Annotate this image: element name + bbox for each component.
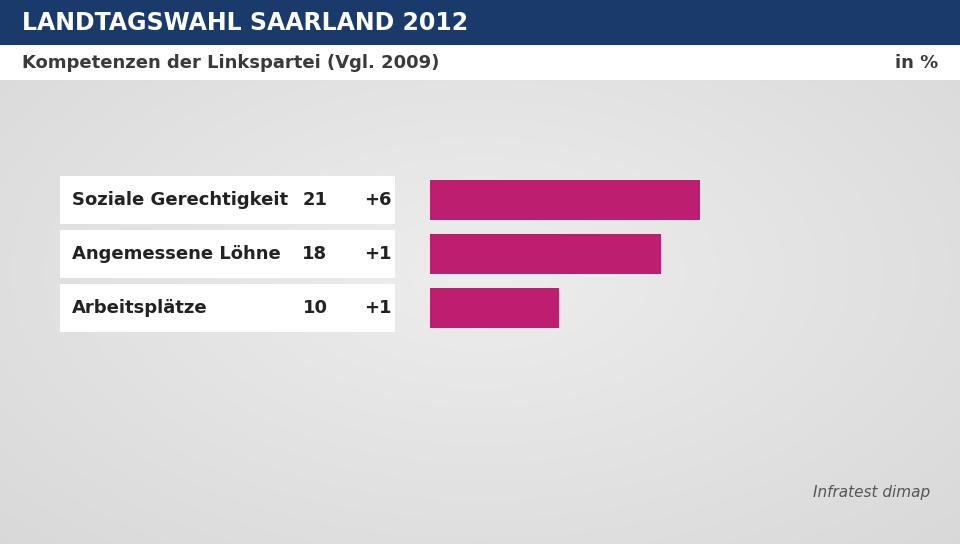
- Bar: [60, 284, 395, 332]
- Bar: [430, 234, 661, 274]
- Bar: [430, 180, 700, 220]
- Text: 18: 18: [302, 245, 327, 263]
- Text: LANDTAGSWAHL SAARLAND 2012: LANDTAGSWAHL SAARLAND 2012: [22, 10, 468, 34]
- Text: +1: +1: [364, 299, 392, 317]
- Text: Angemessene Löhne: Angemessene Löhne: [72, 245, 280, 263]
- Text: 21: 21: [302, 191, 327, 209]
- Text: Infratest dimap: Infratest dimap: [813, 485, 930, 499]
- Text: Arbeitsplätze: Arbeitsplätze: [72, 299, 207, 317]
- Text: Soziale Gerechtigkeit: Soziale Gerechtigkeit: [72, 191, 288, 209]
- Bar: [60, 176, 395, 224]
- Text: +6: +6: [364, 191, 392, 209]
- Text: 10: 10: [302, 299, 327, 317]
- Bar: [60, 230, 395, 278]
- Text: +1: +1: [364, 245, 392, 263]
- Text: Kompetenzen der Linkspartei (Vgl. 2009): Kompetenzen der Linkspartei (Vgl. 2009): [22, 53, 440, 71]
- Bar: [0, 45, 960, 80]
- Text: in %: in %: [895, 53, 938, 71]
- Bar: [0, 0, 960, 45]
- Bar: [430, 288, 559, 328]
